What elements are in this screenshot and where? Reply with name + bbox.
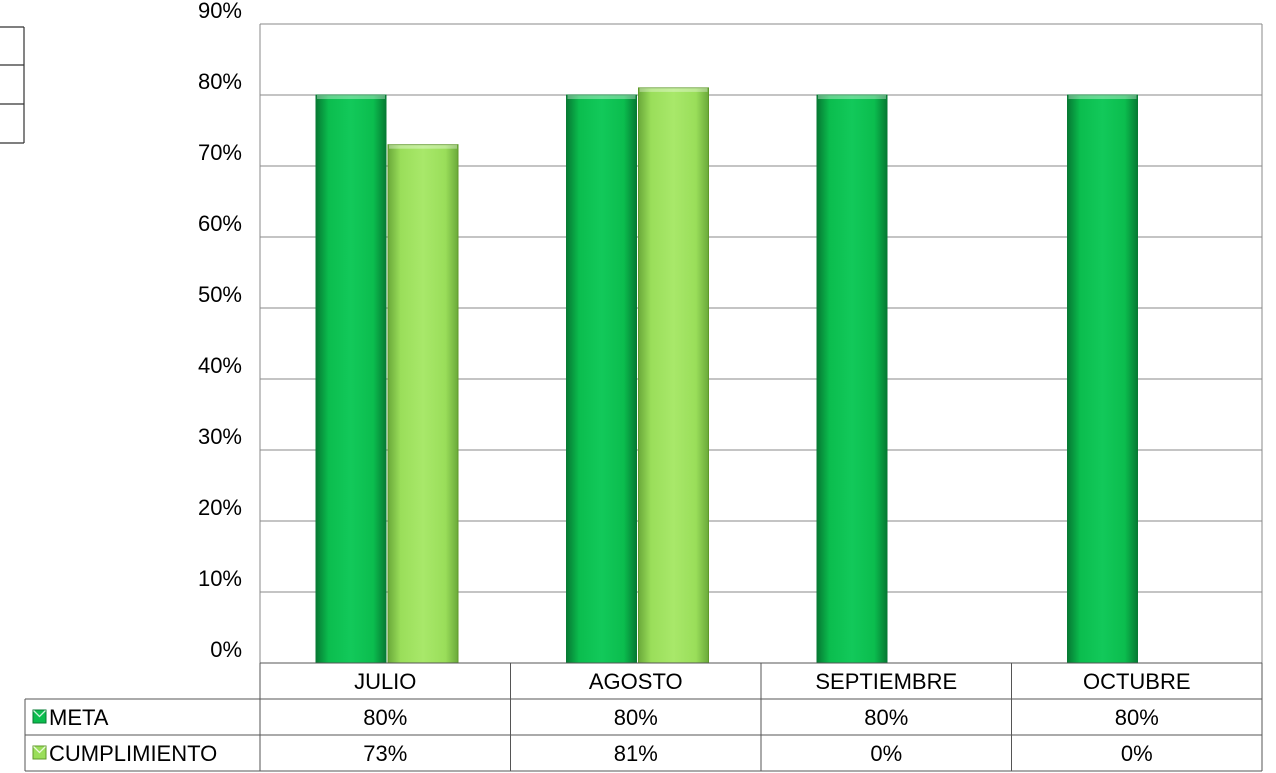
bar-meta-septiembre (816, 94, 888, 664)
corner-box (0, 26, 25, 144)
legend-label: META (49, 705, 109, 730)
bars (315, 87, 1138, 664)
bar-meta-julio (315, 94, 387, 664)
bar-top-highlight (317, 95, 385, 99)
bar-top-highlight (1068, 95, 1137, 99)
y-tick-label: 30% (198, 424, 242, 449)
category-label: SEPTIEMBRE (815, 669, 957, 694)
y-tick-label: 80% (198, 69, 242, 94)
bar-cumplimiento-julio (387, 144, 459, 664)
table-value: 73% (363, 741, 407, 766)
table-value: 80% (1115, 705, 1159, 730)
y-tick-label: 60% (198, 211, 242, 236)
y-tick-label: 70% (198, 140, 242, 165)
legend-label: CUMPLIMIENTO (49, 741, 217, 766)
table-value: 0% (870, 741, 902, 766)
category-label: AGOSTO (589, 669, 683, 694)
category-label: JULIO (354, 669, 416, 694)
bar-top-highlight (567, 95, 636, 99)
legend-key-meta (32, 709, 47, 724)
bar (1067, 94, 1138, 664)
y-tick-label: 10% (198, 566, 242, 591)
bar (387, 144, 459, 664)
bar-top-highlight (389, 144, 457, 149)
bar (816, 94, 888, 664)
bar-meta-octubre (1067, 94, 1138, 664)
category-label: OCTUBRE (1083, 669, 1191, 694)
table-value: 80% (864, 705, 908, 730)
table-value: 80% (614, 705, 658, 730)
bar (638, 87, 709, 664)
table-value: 81% (614, 741, 658, 766)
bar-cumplimiento-agosto (638, 87, 709, 664)
data-table: JULIO AGOSTO SEPTIEMBRE OCTUBRE META 80% 80% 80… (24, 662, 1263, 772)
bar-meta-agosto (566, 94, 637, 664)
bar (315, 94, 387, 664)
bar-top-highlight (818, 95, 886, 99)
y-tick-label: 90% (198, 0, 242, 23)
y-axis-tick-labels: 0% 10% 20% 30% 40% 50% 60% 70% 80% 90% (198, 0, 242, 662)
legend-key-cumplimiento (32, 745, 47, 760)
y-tick-label: 40% (198, 353, 242, 378)
bar (566, 94, 637, 664)
y-tick-label: 0% (210, 637, 242, 662)
bar-top-highlight (639, 87, 708, 92)
table-value: 0% (1121, 741, 1153, 766)
y-tick-label: 50% (198, 282, 242, 307)
y-tick-label: 20% (198, 495, 242, 520)
table-value: 80% (363, 705, 407, 730)
